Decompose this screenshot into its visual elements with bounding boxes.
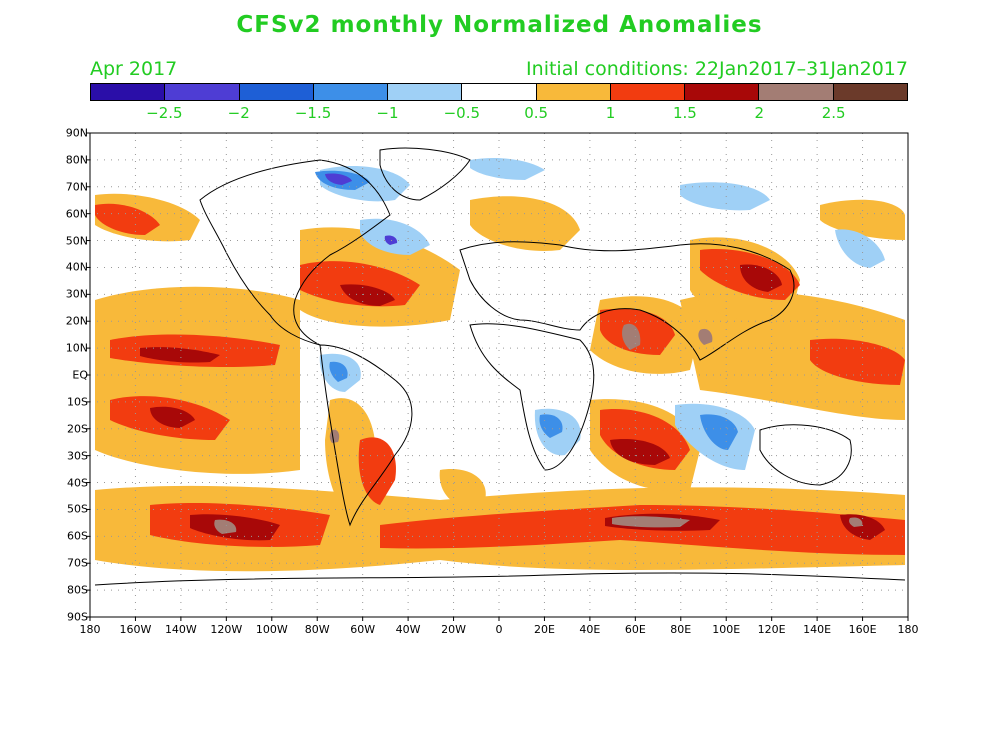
coastlines: [94, 147, 906, 586]
colorbar-box: [833, 84, 907, 100]
longitude-label: 80E: [670, 623, 692, 636]
latitude-label: 60N: [65, 207, 88, 221]
colorbar-box: [462, 84, 537, 100]
latitude-label: 20N: [65, 314, 88, 328]
colorbar-box: [388, 84, 463, 100]
colorbar-tick-label: −0.5: [443, 104, 481, 122]
longitude-label: 180: [897, 623, 919, 636]
longitude-label: 40E: [579, 623, 601, 636]
longitude-label: 120E: [757, 623, 786, 636]
latitude-label: 10N: [65, 341, 88, 355]
latitude-label: 30N: [65, 287, 88, 301]
colorbar-box: [239, 84, 314, 100]
latitude-label: 80S: [67, 583, 88, 597]
initial-conditions: Initial conditions: 22Jan2017–31Jan2017: [526, 58, 908, 80]
anomaly-neg-1-1.5-region: [315, 170, 738, 450]
longitude-label: 140E: [803, 623, 832, 636]
anomaly-1.5-2-region: [140, 264, 885, 541]
colorbar-tick-label: 0.5: [524, 104, 549, 122]
latitude-label: 30S: [67, 449, 88, 463]
longitude-label: 60W: [350, 623, 376, 636]
longitude-label: 60E: [624, 623, 646, 636]
latitude-label: EQ: [72, 368, 88, 382]
colorbar-tick-label: 2: [754, 104, 765, 122]
colorbar-tick-label: 1.5: [672, 104, 697, 122]
latitude-label: 20S: [67, 422, 88, 436]
latitude-label: 40N: [65, 260, 88, 274]
latitude-label: 80N: [65, 153, 88, 167]
colorbar-box: [759, 84, 834, 100]
map-title: CFSv2 monthly Normalized Anomalies: [236, 12, 763, 38]
forecast-month: Apr 2017: [90, 58, 178, 80]
latitude-label: 40S: [67, 476, 88, 490]
colorbar-box: [165, 84, 240, 100]
longitude-label: 0: [495, 623, 503, 636]
colorbar-tick-label: −1.5: [294, 104, 332, 122]
longitude-label: 160W: [119, 623, 152, 636]
latitude-label: 70S: [67, 556, 88, 570]
longitude-label: 120W: [210, 623, 243, 636]
colorbar-tick-label: −1: [376, 104, 399, 122]
colorbar-tick-label: −2.5: [146, 104, 183, 122]
color-scale-bar: [90, 83, 908, 101]
colorbar-box: [610, 84, 686, 100]
longitude-label: 100W: [255, 623, 288, 636]
longitude-label: 100E: [712, 623, 741, 636]
longitude-label: 20W: [441, 623, 466, 636]
longitude-label: 40W: [395, 623, 421, 636]
colorbar-box: [91, 84, 166, 100]
latitude-label: 90N: [65, 126, 88, 140]
colorbar-box: [313, 84, 389, 100]
latitude-label: 90S: [67, 610, 88, 624]
latitude-label: 50N: [65, 234, 88, 248]
colorbar-tick-label: 2.5: [821, 104, 846, 122]
latitude-label: 50S: [67, 502, 88, 516]
colorbar-box: [536, 84, 611, 100]
latitude-label: 70N: [65, 180, 88, 194]
colorbar-box: [685, 84, 760, 100]
colorbar-tick-label: −2: [227, 104, 250, 122]
longitude-label: 180: [79, 623, 101, 636]
anomaly-fields: [90, 133, 908, 617]
latitude-label: 10S: [67, 395, 88, 409]
longitude-label: 160E: [848, 623, 877, 636]
anomaly-neg-1.5-2-region: [325, 173, 398, 245]
colorbar-tick-label: 1: [605, 104, 616, 122]
longitude-label: 80W: [304, 623, 330, 636]
longitude-label: 20E: [533, 623, 555, 636]
longitude-label: 140W: [164, 623, 197, 636]
axis-ticks: [86, 132, 909, 621]
latitude-label: 60S: [67, 529, 88, 543]
